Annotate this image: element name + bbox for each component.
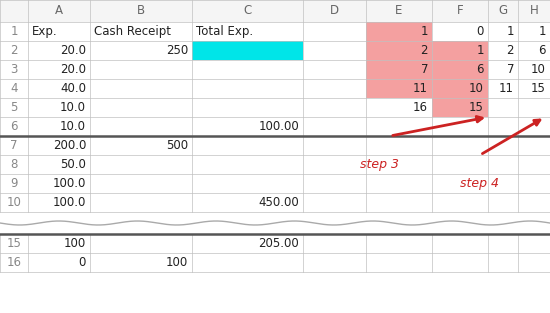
Text: 7: 7 xyxy=(10,139,18,152)
Text: 6: 6 xyxy=(10,120,18,133)
Text: 11: 11 xyxy=(413,82,428,95)
Text: F: F xyxy=(456,4,463,18)
Bar xyxy=(432,41,488,60)
Text: 4: 4 xyxy=(10,82,18,95)
Text: Exp.: Exp. xyxy=(32,25,58,38)
Text: A: A xyxy=(55,4,63,18)
Text: 8: 8 xyxy=(10,158,18,171)
Bar xyxy=(432,79,488,98)
Text: 40.0: 40.0 xyxy=(60,82,86,95)
Text: E: E xyxy=(395,4,403,18)
Text: 16: 16 xyxy=(413,101,428,114)
Text: D: D xyxy=(330,4,339,18)
Text: step 4: step 4 xyxy=(460,177,499,190)
Bar xyxy=(366,60,432,79)
Text: 6: 6 xyxy=(476,63,484,76)
Text: 250: 250 xyxy=(166,44,188,57)
Text: 10: 10 xyxy=(7,196,21,209)
Text: 15: 15 xyxy=(531,82,546,95)
Text: 16: 16 xyxy=(7,256,21,269)
Text: 11: 11 xyxy=(499,82,514,95)
Text: 1: 1 xyxy=(476,44,484,57)
Text: 20.0: 20.0 xyxy=(60,44,86,57)
Text: 100.0: 100.0 xyxy=(53,177,86,190)
Text: 0: 0 xyxy=(477,25,484,38)
Text: step 3: step 3 xyxy=(360,158,399,171)
Text: 500: 500 xyxy=(166,139,188,152)
Text: 6: 6 xyxy=(538,44,546,57)
Text: 1: 1 xyxy=(421,25,428,38)
Text: H: H xyxy=(530,4,538,18)
Text: 2: 2 xyxy=(507,44,514,57)
Text: 100.0: 100.0 xyxy=(53,196,86,209)
Text: 1: 1 xyxy=(538,25,546,38)
Text: 10: 10 xyxy=(469,82,484,95)
Text: 3: 3 xyxy=(10,63,18,76)
Text: 0: 0 xyxy=(79,256,86,269)
Text: 2: 2 xyxy=(421,44,428,57)
Text: 9: 9 xyxy=(10,177,18,190)
Text: 205.00: 205.00 xyxy=(258,237,299,250)
Text: C: C xyxy=(243,4,252,18)
Text: 20.0: 20.0 xyxy=(60,63,86,76)
Text: 100: 100 xyxy=(64,237,86,250)
Text: 7: 7 xyxy=(421,63,428,76)
Text: 15: 15 xyxy=(7,237,21,250)
Text: 450.00: 450.00 xyxy=(258,196,299,209)
Text: 50.0: 50.0 xyxy=(60,158,86,171)
Text: 100.00: 100.00 xyxy=(258,120,299,133)
Text: 10: 10 xyxy=(531,63,546,76)
Bar xyxy=(366,41,432,60)
Text: 7: 7 xyxy=(507,63,514,76)
Text: B: B xyxy=(137,4,145,18)
Text: 10.0: 10.0 xyxy=(60,101,86,114)
Text: 1: 1 xyxy=(507,25,514,38)
Text: 10.0: 10.0 xyxy=(60,120,86,133)
Text: Cash Receipt: Cash Receipt xyxy=(94,25,171,38)
Text: Total Exp.: Total Exp. xyxy=(196,25,253,38)
Text: 100: 100 xyxy=(166,256,188,269)
Bar xyxy=(366,79,432,98)
Text: 1: 1 xyxy=(10,25,18,38)
Text: 2: 2 xyxy=(10,44,18,57)
Text: 200.0: 200.0 xyxy=(53,139,86,152)
Bar xyxy=(0,0,550,22)
Text: 5: 5 xyxy=(10,101,18,114)
Text: G: G xyxy=(498,4,508,18)
Bar xyxy=(432,60,488,79)
Bar xyxy=(432,98,488,117)
Text: 15: 15 xyxy=(469,101,484,114)
Bar xyxy=(366,22,432,41)
Bar xyxy=(192,41,303,60)
